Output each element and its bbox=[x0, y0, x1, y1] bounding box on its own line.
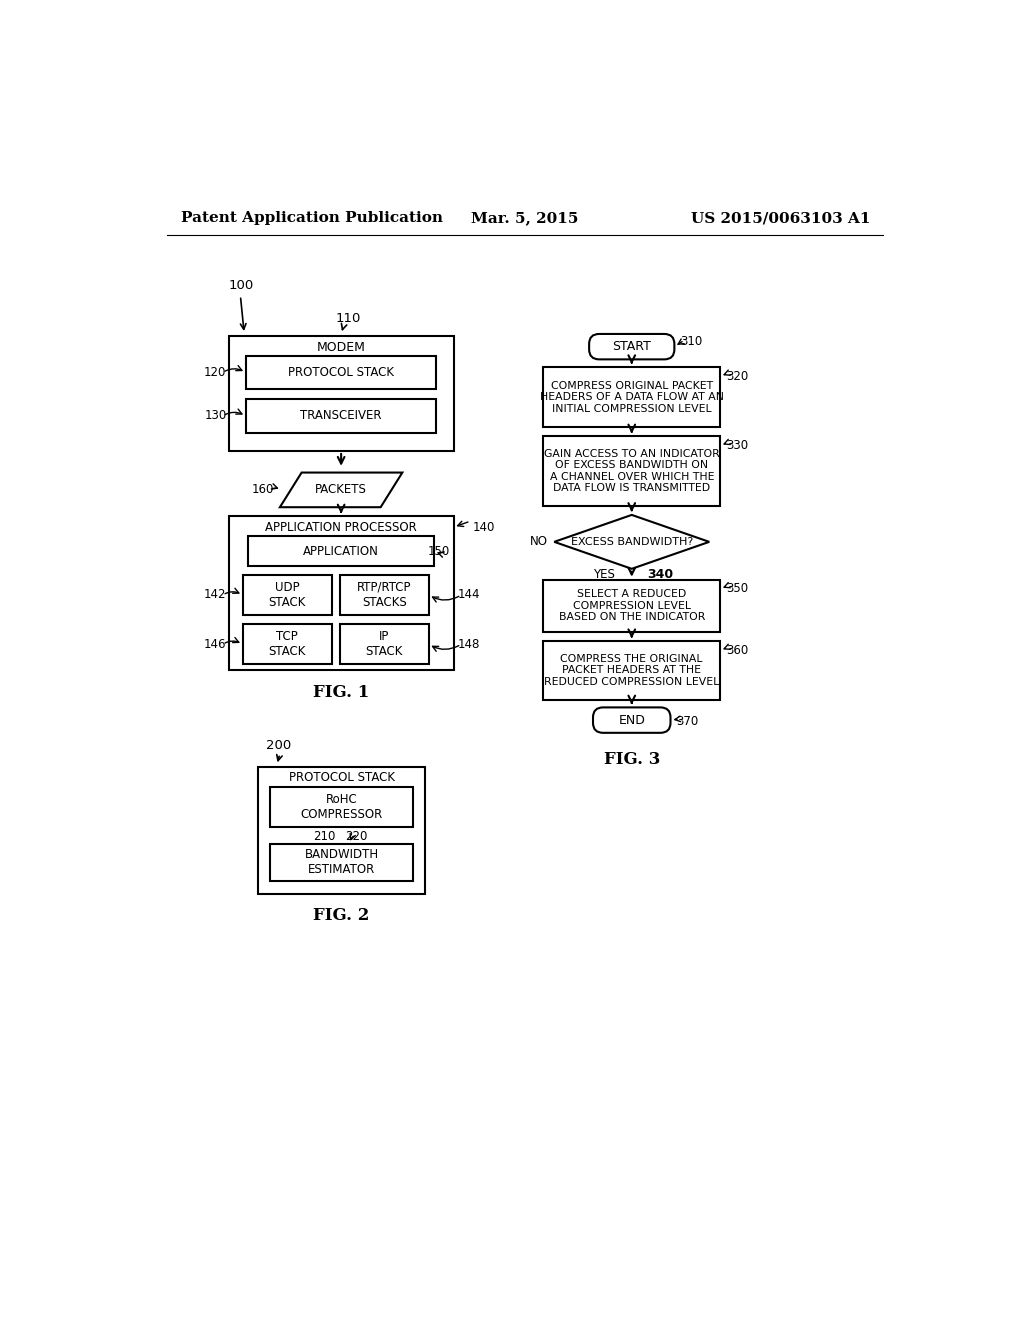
Text: 210: 210 bbox=[313, 829, 335, 842]
Bar bbox=[246, 399, 436, 433]
Text: START: START bbox=[612, 341, 651, 354]
Text: SELECT A REDUCED
COMPRESSION LEVEL
BASED ON THE INDICATOR: SELECT A REDUCED COMPRESSION LEVEL BASED… bbox=[558, 589, 705, 622]
Text: 110: 110 bbox=[336, 312, 361, 325]
Polygon shape bbox=[280, 473, 402, 507]
FancyBboxPatch shape bbox=[593, 708, 671, 733]
Text: BANDWIDTH
ESTIMATOR: BANDWIDTH ESTIMATOR bbox=[304, 849, 379, 876]
Text: COMPRESS ORIGINAL PACKET
HEADERS OF A DATA FLOW AT AN
INITIAL COMPRESSION LEVEL: COMPRESS ORIGINAL PACKET HEADERS OF A DA… bbox=[540, 380, 724, 413]
Text: IP
STACK: IP STACK bbox=[366, 630, 402, 659]
Text: PROTOCOL STACK: PROTOCOL STACK bbox=[288, 366, 394, 379]
Text: 320: 320 bbox=[726, 370, 749, 383]
Text: 340: 340 bbox=[647, 569, 674, 582]
Text: 146: 146 bbox=[204, 638, 226, 651]
Text: 148: 148 bbox=[458, 638, 480, 651]
Text: 100: 100 bbox=[228, 279, 254, 292]
Bar bbox=[243, 576, 332, 615]
Text: FIG. 3: FIG. 3 bbox=[603, 751, 659, 768]
Text: 360: 360 bbox=[726, 644, 749, 657]
Bar bbox=[340, 624, 429, 664]
Text: TRANSCEIVER: TRANSCEIVER bbox=[300, 409, 382, 422]
Text: APPLICATION PROCESSOR: APPLICATION PROCESSOR bbox=[265, 520, 417, 533]
Bar bbox=[246, 356, 436, 388]
Text: PACKETS: PACKETS bbox=[315, 483, 367, 496]
Text: 130: 130 bbox=[204, 409, 226, 422]
Text: 200: 200 bbox=[266, 739, 291, 751]
Text: END: END bbox=[618, 714, 645, 726]
Bar bbox=[270, 843, 414, 880]
Text: RoHC
COMPRESSOR: RoHC COMPRESSOR bbox=[300, 793, 383, 821]
Bar bbox=[228, 335, 454, 451]
Text: FIG. 1: FIG. 1 bbox=[313, 684, 370, 701]
Text: 142: 142 bbox=[204, 589, 226, 602]
Text: 144: 144 bbox=[458, 589, 480, 602]
Text: COMPRESS THE ORIGINAL
PACKET HEADERS AT THE
REDUCED COMPRESSION LEVEL: COMPRESS THE ORIGINAL PACKET HEADERS AT … bbox=[544, 653, 720, 686]
Text: MODEM: MODEM bbox=[316, 342, 366, 354]
Text: 350: 350 bbox=[726, 582, 749, 595]
Bar bbox=[544, 579, 720, 632]
Text: 370: 370 bbox=[676, 714, 698, 727]
Text: YES: YES bbox=[593, 569, 614, 582]
Text: GAIN ACCESS TO AN INDICATOR
OF EXCESS BANDWIDTH ON
A CHANNEL OVER WHICH THE
DATA: GAIN ACCESS TO AN INDICATOR OF EXCESS BA… bbox=[544, 449, 720, 494]
Text: PROTOCOL STACK: PROTOCOL STACK bbox=[289, 771, 394, 784]
Text: EXCESS BANDWIDTH?: EXCESS BANDWIDTH? bbox=[570, 537, 693, 546]
Bar bbox=[270, 787, 414, 826]
Bar bbox=[544, 367, 720, 428]
Text: 120: 120 bbox=[204, 366, 226, 379]
Text: NO: NO bbox=[530, 536, 548, 548]
Bar bbox=[544, 642, 720, 700]
Text: 160: 160 bbox=[251, 483, 273, 496]
Text: 310: 310 bbox=[680, 335, 702, 348]
Bar bbox=[243, 624, 332, 664]
Text: 220: 220 bbox=[345, 829, 368, 842]
Text: 330: 330 bbox=[726, 440, 749, 453]
Bar bbox=[544, 437, 720, 506]
Bar bbox=[340, 576, 429, 615]
Text: 140: 140 bbox=[473, 520, 496, 533]
Text: FIG. 2: FIG. 2 bbox=[313, 907, 370, 924]
Bar bbox=[248, 536, 434, 566]
Text: APPLICATION: APPLICATION bbox=[303, 545, 379, 557]
Text: UDP
STACK: UDP STACK bbox=[268, 581, 306, 609]
Text: TCP
STACK: TCP STACK bbox=[268, 630, 306, 659]
Polygon shape bbox=[554, 515, 710, 569]
Text: Mar. 5, 2015: Mar. 5, 2015 bbox=[471, 211, 579, 226]
Text: US 2015/0063103 A1: US 2015/0063103 A1 bbox=[691, 211, 870, 226]
Text: 150: 150 bbox=[427, 545, 450, 557]
Bar bbox=[228, 516, 454, 671]
FancyBboxPatch shape bbox=[589, 334, 675, 359]
Text: RTP/RTCP
STACKS: RTP/RTCP STACKS bbox=[357, 581, 412, 609]
Bar bbox=[258, 767, 425, 894]
Text: Patent Application Publication: Patent Application Publication bbox=[180, 211, 442, 226]
